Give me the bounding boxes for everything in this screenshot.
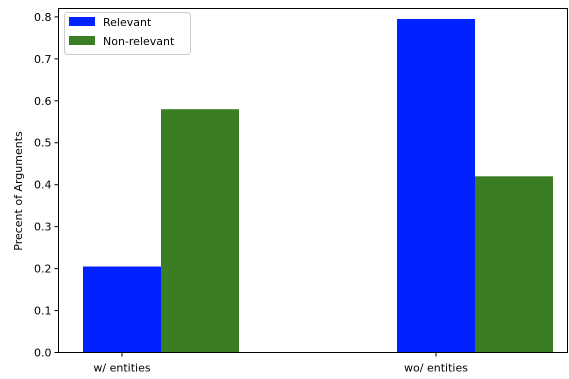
y-tick-label: 0.6 xyxy=(34,95,52,108)
legend-swatch-non-relevant xyxy=(69,36,95,45)
legend-swatch-relevant xyxy=(69,17,95,26)
y-tick-label: 0.7 xyxy=(34,53,52,66)
legend-label: Non-relevant xyxy=(103,35,175,48)
bar-non-relevant-0 xyxy=(161,109,239,353)
y-tick-label: 0.1 xyxy=(34,305,52,318)
y-tick-label: 0.0 xyxy=(34,347,52,360)
y-tick-label: 0.2 xyxy=(34,263,52,276)
legend: Relevant Non-relevant xyxy=(64,12,191,55)
y-tick-label: 0.5 xyxy=(34,137,52,150)
bar-relevant-0 xyxy=(83,266,161,353)
x-tick-label: w/ entities xyxy=(93,362,150,375)
x-ticks-group: w/ entities wo/ entities xyxy=(93,352,468,375)
y-axis-label: Precent of Arguments xyxy=(12,131,25,251)
legend-label: Relevant xyxy=(103,16,152,29)
x-tick-label: wo/ entities xyxy=(404,362,468,375)
legend-box xyxy=(64,12,191,55)
bar-non-relevant-1 xyxy=(475,176,553,353)
y-tick-label: 0.8 xyxy=(34,11,52,24)
plot-frame xyxy=(58,8,568,353)
y-tick-label: 0.4 xyxy=(34,179,52,192)
y-ticks-group: 0.0 0.1 0.2 0.3 0.4 0.5 0.6 0.7 0.8 xyxy=(34,11,59,360)
bars-group xyxy=(83,18,553,353)
bar-relevant-1 xyxy=(397,18,475,353)
y-tick-label: 0.3 xyxy=(34,221,52,234)
